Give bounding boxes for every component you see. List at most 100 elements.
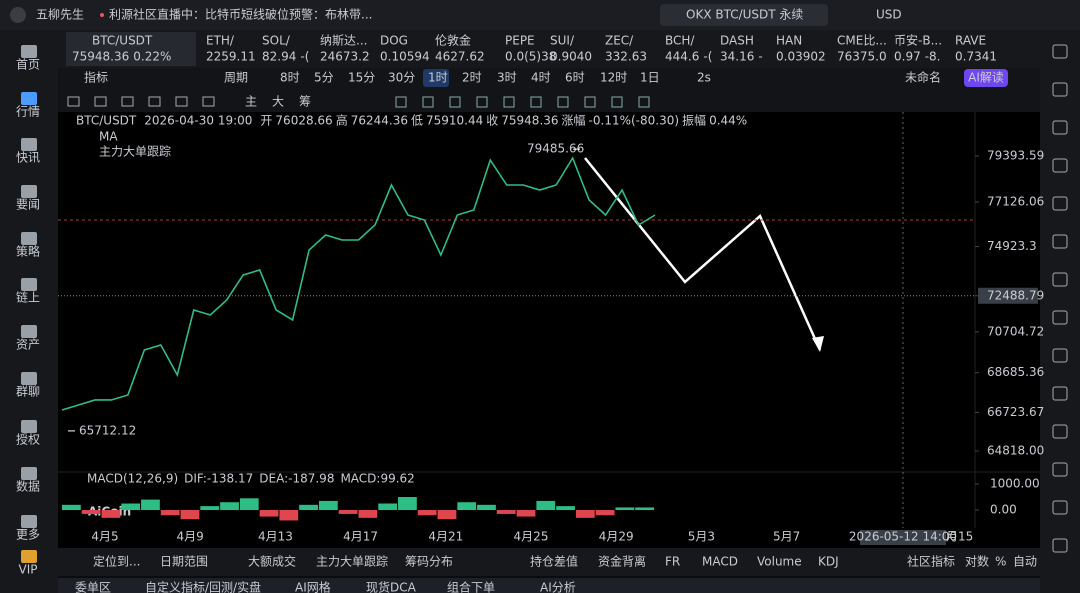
macd-bar: [398, 497, 417, 511]
interval[interactable]: 1日: [640, 71, 660, 85]
macd-bar: [477, 504, 496, 511]
sidebar-label[interactable]: 快讯: [16, 151, 40, 165]
right-icon: [1052, 158, 1068, 173]
bottom-row-tab[interactable]: AI分析: [540, 581, 576, 593]
search-box[interactable]: [660, 4, 828, 26]
macd-bar: [417, 510, 437, 516]
right-icon: [1052, 82, 1068, 97]
sidebar-label[interactable]: 数据: [16, 479, 40, 494]
tool-icon: [476, 96, 488, 108]
interval[interactable]: 6时: [565, 71, 585, 85]
ohlc-info: 75948.36: [501, 114, 558, 128]
x-tick-label: 5月3: [688, 530, 715, 544]
indicator-btn[interactable]: 指标: [84, 70, 108, 85]
bottom-row: [58, 578, 1040, 593]
bottom-tab[interactable]: 主力大单跟踪: [316, 555, 388, 569]
bottom-tab[interactable]: 对数: [965, 554, 989, 569]
macd-tick-label: 1000.00: [990, 476, 1040, 490]
draw-tool[interactable]: 筹: [299, 95, 311, 109]
x-tick-label: 4月9: [177, 530, 204, 544]
bottom-tab[interactable]: KDJ: [818, 555, 839, 569]
sidebar-label[interactable]: 行情: [16, 105, 40, 119]
tool-icon: [422, 96, 434, 108]
ticker-change: -(: [703, 50, 712, 64]
ticker-name: DOG: [380, 34, 408, 48]
toolbar: [58, 68, 1040, 112]
tool-icon: [395, 96, 407, 108]
tool-icon: [449, 96, 461, 108]
ai-button[interactable]: [964, 69, 1008, 87]
bottom-tab[interactable]: 社区指标: [907, 554, 955, 569]
sidebar-label[interactable]: 链上: [16, 290, 40, 305]
bottom-tab[interactable]: 资金背离: [598, 554, 646, 569]
sidebar-label[interactable]: 更多: [16, 528, 40, 542]
bottom-row-tab[interactable]: 现货DCA: [366, 580, 417, 593]
bottom-tab[interactable]: FR: [665, 555, 680, 569]
macd-bar: [536, 500, 556, 511]
price-tag: [978, 287, 1038, 304]
ohlc-info: 76244.36: [351, 114, 408, 128]
bottom-row-tab[interactable]: 组合下单: [447, 580, 495, 593]
bottom-tab[interactable]: MACD: [702, 555, 738, 569]
sidebar-label[interactable]: 授权: [16, 432, 40, 447]
crosshair-tag: [860, 530, 946, 545]
bottom-tab[interactable]: 大额成交: [248, 554, 296, 569]
ohlc-info: 2026-04-30 19:00: [144, 114, 252, 128]
interval[interactable]: 5分: [314, 71, 334, 85]
sidebar-label[interactable]: 首页: [16, 58, 40, 72]
ticker-price: 0.97: [894, 50, 921, 64]
interval[interactable]: 1时: [428, 71, 448, 85]
period-btn[interactable]: 周期: [224, 71, 248, 85]
interval[interactable]: 3时: [497, 71, 517, 85]
bottom-tab[interactable]: Volume: [757, 555, 802, 569]
right-icon: [1052, 272, 1068, 287]
ticker-bar: [58, 30, 1040, 68]
macd-bar: [259, 510, 279, 517]
bottom-row-tab[interactable]: AI网格: [295, 580, 331, 593]
macd-bar: [457, 502, 477, 511]
interval[interactable]: 8时: [280, 71, 300, 85]
sidebar-label[interactable]: 群聊: [16, 385, 40, 399]
sidebar-icon: [21, 372, 37, 385]
x-tick-label: 4月5: [91, 530, 118, 544]
ticker-name: ETH/: [206, 34, 235, 48]
ohlc-info: 高: [336, 113, 348, 128]
sidebar-label[interactable]: 资产: [16, 338, 40, 352]
bottom-tab[interactable]: 筹码分布: [405, 555, 453, 569]
interval[interactable]: 4时: [531, 71, 551, 85]
sidebar-label[interactable]: 要闻: [16, 198, 40, 212]
bottom-tab[interactable]: 持仓差值: [530, 554, 578, 569]
y-tick-label: 77126.06: [987, 194, 1044, 208]
interval[interactable]: 30分: [388, 71, 415, 85]
ticker-change: -8.: [925, 50, 941, 64]
macd-bar: [299, 504, 318, 511]
sidebar-label[interactable]: 策略: [16, 244, 40, 259]
draw-tool[interactable]: 大: [272, 95, 284, 109]
draw-tool[interactable]: 主: [245, 95, 257, 109]
interval[interactable]: 12时: [600, 71, 627, 85]
sidebar-label[interactable]: VIP: [19, 563, 38, 577]
interval[interactable]: 15分: [348, 71, 375, 85]
sidebar-icon: [21, 92, 37, 105]
ticker-change: -: [758, 50, 762, 64]
ticker-name: SOL/: [262, 34, 291, 48]
ticker-price: 4627.62: [435, 50, 485, 64]
bottom-tab[interactable]: 日期范围: [160, 555, 208, 569]
right-icon: [1052, 234, 1068, 249]
bottom-tab[interactable]: 自动: [1013, 555, 1037, 569]
macd-bar: [180, 510, 200, 520]
bottom-tab[interactable]: 定位到...: [93, 554, 140, 569]
tool-icon: [503, 96, 515, 108]
bottom-row-tab[interactable]: 委单区: [75, 581, 111, 593]
bottom-tab[interactable]: %: [995, 555, 1006, 569]
bottom-tabs: [58, 548, 1040, 576]
y-tick-label: 70704.72: [987, 324, 1044, 338]
ticker-name: SUI/: [550, 34, 575, 48]
macd-bar: [496, 510, 516, 514]
right-icon: [1052, 196, 1068, 211]
bottom-row-tab[interactable]: 自定义指标/回测/实盘: [145, 580, 261, 593]
macd-bar: [160, 510, 180, 516]
interval[interactable]: 2时: [462, 71, 482, 85]
ohlc-info: -0.11%(-80.30): [589, 114, 680, 128]
